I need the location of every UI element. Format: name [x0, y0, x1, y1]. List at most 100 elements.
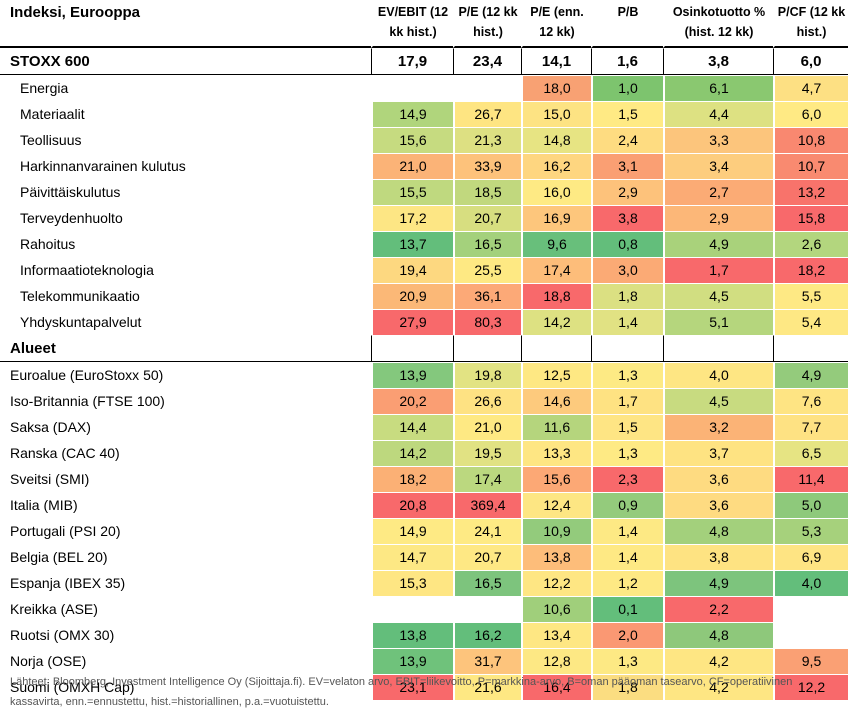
cell-pe-hist: 17,4 — [453, 466, 521, 492]
column-header-index: Indeksi, Eurooppa — [0, 0, 371, 48]
cell-ev-ebit: 21,0 — [371, 153, 453, 179]
table-row: Teollisuus 15,6 21,3 14,8 2,4 3,3 10,8 — [0, 127, 848, 153]
cell-pb: 1,7 — [591, 388, 663, 414]
cell-pb: 1,4 — [591, 309, 663, 335]
cell-dividend-yield: 4,8 — [663, 622, 773, 648]
table-row: Suomi (OMXH Cap) 23,1 21,6 16,4 1,8 4,2 12,2 — [0, 674, 848, 700]
cell-pcf: 4,0 — [773, 570, 848, 596]
cell-pe-hist: 18,5 — [453, 179, 521, 205]
column-header-pe-forecast: P/E (enn. 12 kk) — [521, 0, 591, 48]
cell-ev-ebit: 20,2 — [371, 388, 453, 414]
cell-pe-forecast: 18,8 — [521, 283, 591, 309]
cell-pcf: 5,3 — [773, 518, 848, 544]
source-footnote: Lähteet: Bloomberg, Investment Intellige… — [10, 676, 793, 708]
table-row: Terveydenhuolto 17,2 20,7 16,9 3,8 2,9 15,8 — [0, 205, 848, 231]
cell-pe-hist — [453, 596, 521, 622]
cell-pcf: 4,7 — [773, 75, 848, 101]
cell-pe-forecast: 13,8 — [521, 544, 591, 570]
column-header-ev-ebit: EV/EBIT (12 kk hist.) — [371, 0, 453, 48]
header-row: Indeksi, Eurooppa EV/EBIT (12 kk hist.) … — [0, 0, 848, 48]
row-label: Belgia (BEL 20) — [10, 548, 108, 565]
cell-pe-forecast: 17,4 — [521, 257, 591, 283]
section-row-alueet: Alueet — [0, 335, 848, 362]
cell-pe-hist: 21,6 — [453, 674, 521, 700]
column-header-pe-hist: P/E (12 kk hist.) — [453, 0, 521, 48]
cell-pe-forecast: 14,8 — [521, 127, 591, 153]
cell-dividend-yield: 6,1 — [663, 75, 773, 101]
cell-dividend-yield: 1,7 — [663, 257, 773, 283]
cell-dividend-yield: 3,7 — [663, 440, 773, 466]
section-empty-cell — [521, 335, 591, 362]
cell-pe-hist: 24,1 — [453, 518, 521, 544]
cell-pb: 1,3 — [591, 440, 663, 466]
cell-pe-forecast: 12,2 — [521, 570, 591, 596]
cell-pcf: 6,5 — [773, 440, 848, 466]
cell-pcf: 10,7 — [773, 153, 848, 179]
cell-pe-forecast: 10,6 — [521, 596, 591, 622]
section-empty-cell — [371, 335, 453, 362]
cell-pe-hist: 31,7 — [453, 648, 521, 674]
cell-dividend-yield: 4,5 — [663, 388, 773, 414]
row-label: Päivittäiskulutus — [20, 183, 121, 200]
section-empty-cell — [453, 335, 521, 362]
row-label: Suomi (OMXH Cap) — [10, 678, 135, 695]
cell-pe-forecast: 16,4 — [521, 674, 591, 700]
cell-ev-ebit: 19,4 — [371, 257, 453, 283]
cell-pcf: 6,0 — [773, 101, 848, 127]
stoxx-pcf: 6,0 — [773, 48, 848, 75]
cell-pe-hist — [453, 75, 521, 101]
cell-pcf: 2,6 — [773, 231, 848, 257]
cell-dividend-yield: 2,9 — [663, 205, 773, 231]
table-row: Norja (OSE) 13,9 31,7 12,8 1,3 4,2 9,5 — [0, 648, 848, 674]
cell-ev-ebit: 14,7 — [371, 544, 453, 570]
row-label: Materiaalit — [20, 105, 85, 122]
cell-pb: 1,4 — [591, 544, 663, 570]
section-label: Alueet — [0, 335, 371, 362]
cell-pcf: 7,6 — [773, 388, 848, 414]
cell-pcf: 6,9 — [773, 544, 848, 570]
cell-pe-hist: 19,8 — [453, 362, 521, 388]
cell-pe-hist: 16,5 — [453, 231, 521, 257]
cell-pb: 1,2 — [591, 570, 663, 596]
cell-dividend-yield: 5,1 — [663, 309, 773, 335]
cell-pe-forecast: 11,6 — [521, 414, 591, 440]
cell-ev-ebit: 15,6 — [371, 127, 453, 153]
row-label: Iso-Britannia (FTSE 100) — [10, 392, 165, 409]
cell-pe-hist: 80,3 — [453, 309, 521, 335]
cell-pe-forecast: 12,4 — [521, 492, 591, 518]
cell-pb: 2,4 — [591, 127, 663, 153]
cell-dividend-yield: 3,6 — [663, 492, 773, 518]
cell-pb: 2,3 — [591, 466, 663, 492]
cell-dividend-yield: 4,9 — [663, 231, 773, 257]
stoxx-label: STOXX 600 — [0, 48, 371, 75]
section-empty-cell — [591, 335, 663, 362]
cell-pe-forecast: 16,9 — [521, 205, 591, 231]
table-row: Energia 18,0 1,0 6,1 4,7 — [0, 75, 848, 101]
cell-pe-hist: 26,6 — [453, 388, 521, 414]
row-label: Informaatioteknologia — [20, 261, 154, 278]
cell-dividend-yield: 4,5 — [663, 283, 773, 309]
cell-pe-forecast: 14,6 — [521, 388, 591, 414]
cell-dividend-yield: 2,7 — [663, 179, 773, 205]
row-label: Saksa (DAX) — [10, 418, 91, 435]
cell-pcf: 5,5 — [773, 283, 848, 309]
cell-pcf: 13,2 — [773, 179, 848, 205]
row-label: Teollisuus — [20, 131, 82, 148]
row-label: Norja (OSE) — [10, 652, 87, 669]
row-label: Terveydenhuolto — [20, 209, 123, 226]
cell-pe-hist: 33,9 — [453, 153, 521, 179]
row-label: Kreikka (ASE) — [10, 600, 98, 617]
cell-dividend-yield: 4,8 — [663, 518, 773, 544]
row-label: Rahoitus — [20, 235, 76, 252]
cell-pe-forecast: 15,0 — [521, 101, 591, 127]
cell-pcf: 18,2 — [773, 257, 848, 283]
table-row: Kreikka (ASE) 10,6 0,1 2,2 — [0, 596, 848, 622]
table-row: Telekommunikaatio 20,9 36,1 18,8 1,8 4,5 5,5 — [0, 283, 848, 309]
row-label: Harkinnanvarainen kulutus — [20, 157, 186, 174]
cell-dividend-yield: 4,9 — [663, 570, 773, 596]
row-label: Euroalue (EuroStoxx 50) — [10, 366, 164, 383]
cell-pcf: 9,5 — [773, 648, 848, 674]
table-row: Saksa (DAX) 14,4 21,0 11,6 1,5 3,2 7,7 — [0, 414, 848, 440]
cell-pb: 0,9 — [591, 492, 663, 518]
